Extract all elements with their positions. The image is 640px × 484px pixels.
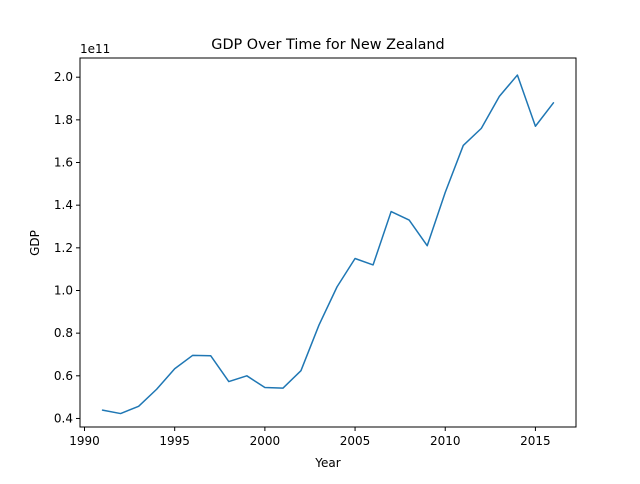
y-offset-label: 1e11 [80, 42, 110, 56]
y-tick-label: 1.2 [54, 241, 73, 255]
y-tick-label: 1.8 [54, 113, 73, 127]
y-tick-label: 1.4 [54, 198, 73, 212]
x-tick-label: 2015 [520, 434, 551, 448]
y-tick-label: 1.0 [54, 283, 73, 297]
x-tick-label: 2000 [250, 434, 281, 448]
y-axis-label: GDP [28, 230, 42, 256]
chart-title: GDP Over Time for New Zealand [211, 37, 444, 53]
y-tick-label: 0.4 [54, 411, 73, 425]
x-tick-label: 1990 [69, 434, 100, 448]
y-tick-label: 2.0 [54, 70, 73, 84]
y-tick-label: 0.8 [54, 326, 73, 340]
y-tick-label: 0.6 [54, 369, 73, 383]
x-axis-label: Year [314, 456, 340, 470]
y-tick-label: 1.6 [54, 156, 73, 170]
x-tick-label: 1995 [159, 434, 190, 448]
x-tick-label: 2005 [340, 434, 371, 448]
x-tick-label: 2010 [430, 434, 461, 448]
